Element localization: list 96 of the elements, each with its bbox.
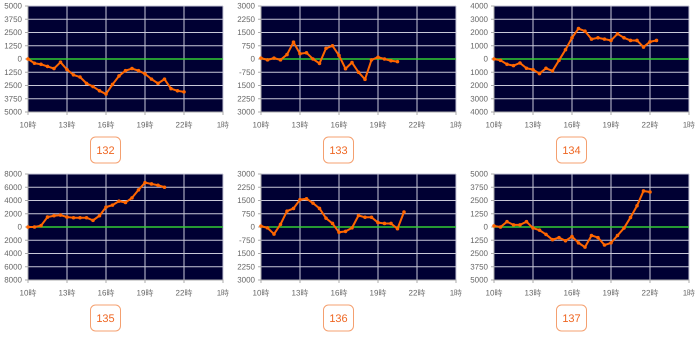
y-tick-label: 2250: [237, 262, 256, 272]
x-tick-label: 10時: [20, 120, 36, 130]
x-tick-label: 10時: [486, 120, 502, 130]
y-tick-label: 0: [18, 54, 23, 64]
y-tick-label: 2250: [237, 94, 256, 104]
y-tick-label: 2500: [470, 196, 489, 206]
text: 132: [96, 145, 115, 157]
y-tick-label: 2250: [237, 14, 256, 24]
text: 135: [96, 313, 115, 325]
y-tick-label: 2500: [4, 28, 23, 38]
y-tick-label: 0: [250, 222, 256, 232]
y-tick-label: 2000: [4, 236, 23, 245]
y-tick-label: 6000: [4, 182, 23, 192]
y-tick-label: 1500: [237, 81, 256, 90]
y-tick-label: 2500: [4, 81, 23, 90]
y-tick-label: 2000: [470, 28, 489, 38]
x-tick-label: 10時: [252, 288, 270, 298]
y-tick-label: 750: [242, 41, 256, 50]
y-tick-label: 1250: [4, 68, 23, 77]
y-tick-label: 5000: [4, 108, 23, 117]
x-tick-label: 1時: [450, 288, 462, 298]
text: 136: [329, 313, 348, 325]
x-tick-label: 22時: [176, 288, 192, 298]
x-tick-label: 22時: [408, 288, 426, 298]
y-tick-label: 3000: [237, 170, 256, 179]
x-tick-label: 19時: [602, 120, 620, 130]
x-tick-label: 16時: [98, 288, 114, 298]
y-tick-label: 6000: [4, 262, 23, 272]
y-tick-label: -750: [238, 236, 256, 245]
y-tick-label: 2000: [470, 81, 489, 90]
x-tick-label: 13時: [292, 288, 308, 298]
x-tick-label: 22時: [408, 120, 426, 130]
x-tick-label: 22時: [642, 288, 658, 298]
y-tick-label: 2250: [237, 182, 256, 192]
x-tick-label: 13時: [524, 120, 542, 130]
y-tick-label: 4000: [470, 108, 489, 117]
x-tick-label: 1時: [216, 120, 230, 130]
x-tick-label: 19時: [370, 120, 386, 130]
x-tick-label: 16時: [98, 120, 114, 130]
y-tick-label: 3750: [4, 14, 23, 24]
y-tick-label: 5000: [470, 276, 489, 285]
y-tick-label: 3000: [470, 94, 489, 104]
y-tick-label: 3000: [237, 2, 256, 11]
y-tick-label: 1500: [237, 28, 256, 38]
x-tick-label: 22時: [176, 120, 192, 130]
text: 137: [562, 313, 581, 325]
x-tick-label: 16時: [564, 120, 580, 130]
x-tick-label: 19時: [136, 288, 154, 298]
y-tick-label: 0: [250, 54, 256, 64]
y-tick-label: 0: [484, 54, 489, 64]
x-tick-label: 13時: [524, 288, 542, 298]
y-tick-label: 8000: [4, 276, 23, 285]
x-tick-label: 10時: [486, 288, 502, 298]
y-tick-label: 3000: [470, 14, 489, 24]
y-tick-label: 1250: [470, 209, 489, 218]
y-tick-label: 3000: [237, 276, 256, 285]
y-tick-label: 0: [18, 222, 23, 232]
x-tick-label: 10時: [252, 120, 270, 130]
x-tick-label: 13時: [58, 120, 76, 130]
x-tick-label: 22時: [642, 120, 658, 130]
x-tick-label: 1時: [682, 288, 696, 298]
y-tick-label: 1500: [237, 249, 256, 258]
y-tick-label: 3750: [4, 94, 23, 104]
x-tick-label: 10時: [20, 288, 36, 298]
y-tick-label: 2000: [4, 209, 23, 218]
y-tick-label: 750: [242, 209, 256, 218]
x-tick-label: 13時: [58, 288, 76, 298]
x-tick-label: 19時: [370, 288, 386, 298]
x-tick-label: 1時: [682, 120, 696, 130]
x-tick-label: 13時: [292, 120, 308, 130]
x-tick-label: 16時: [564, 288, 580, 298]
y-tick-label: 3750: [470, 182, 489, 192]
y-tick-label: 5000: [470, 170, 489, 179]
x-tick-label: 1時: [216, 288, 230, 298]
y-tick-label: 1000: [470, 68, 489, 77]
x-tick-label: 16時: [330, 120, 348, 130]
y-tick-label: 4000: [470, 2, 489, 11]
y-tick-label: 4000: [4, 249, 23, 258]
x-tick-label: 16時: [330, 288, 348, 298]
text: 134: [562, 145, 581, 157]
y-tick-label: 4000: [4, 196, 23, 206]
y-tick-label: 3750: [470, 262, 489, 272]
y-tick-label: 1500: [237, 196, 256, 206]
y-tick-label: 0: [484, 222, 489, 232]
y-tick-label: 5000: [4, 2, 23, 11]
y-tick-label: 2500: [470, 249, 489, 258]
x-tick-label: 19時: [602, 288, 620, 298]
y-tick-label: 1000: [470, 41, 489, 50]
y-tick-label: -750: [238, 68, 256, 77]
y-tick-label: 1250: [470, 236, 489, 245]
text: 133: [329, 145, 348, 157]
x-tick-label: 19時: [136, 120, 154, 130]
x-tick-label: 1時: [450, 120, 462, 130]
y-tick-label: 1250: [4, 41, 23, 50]
y-tick-label: 3000: [237, 108, 256, 117]
y-tick-label: 8000: [4, 170, 23, 179]
